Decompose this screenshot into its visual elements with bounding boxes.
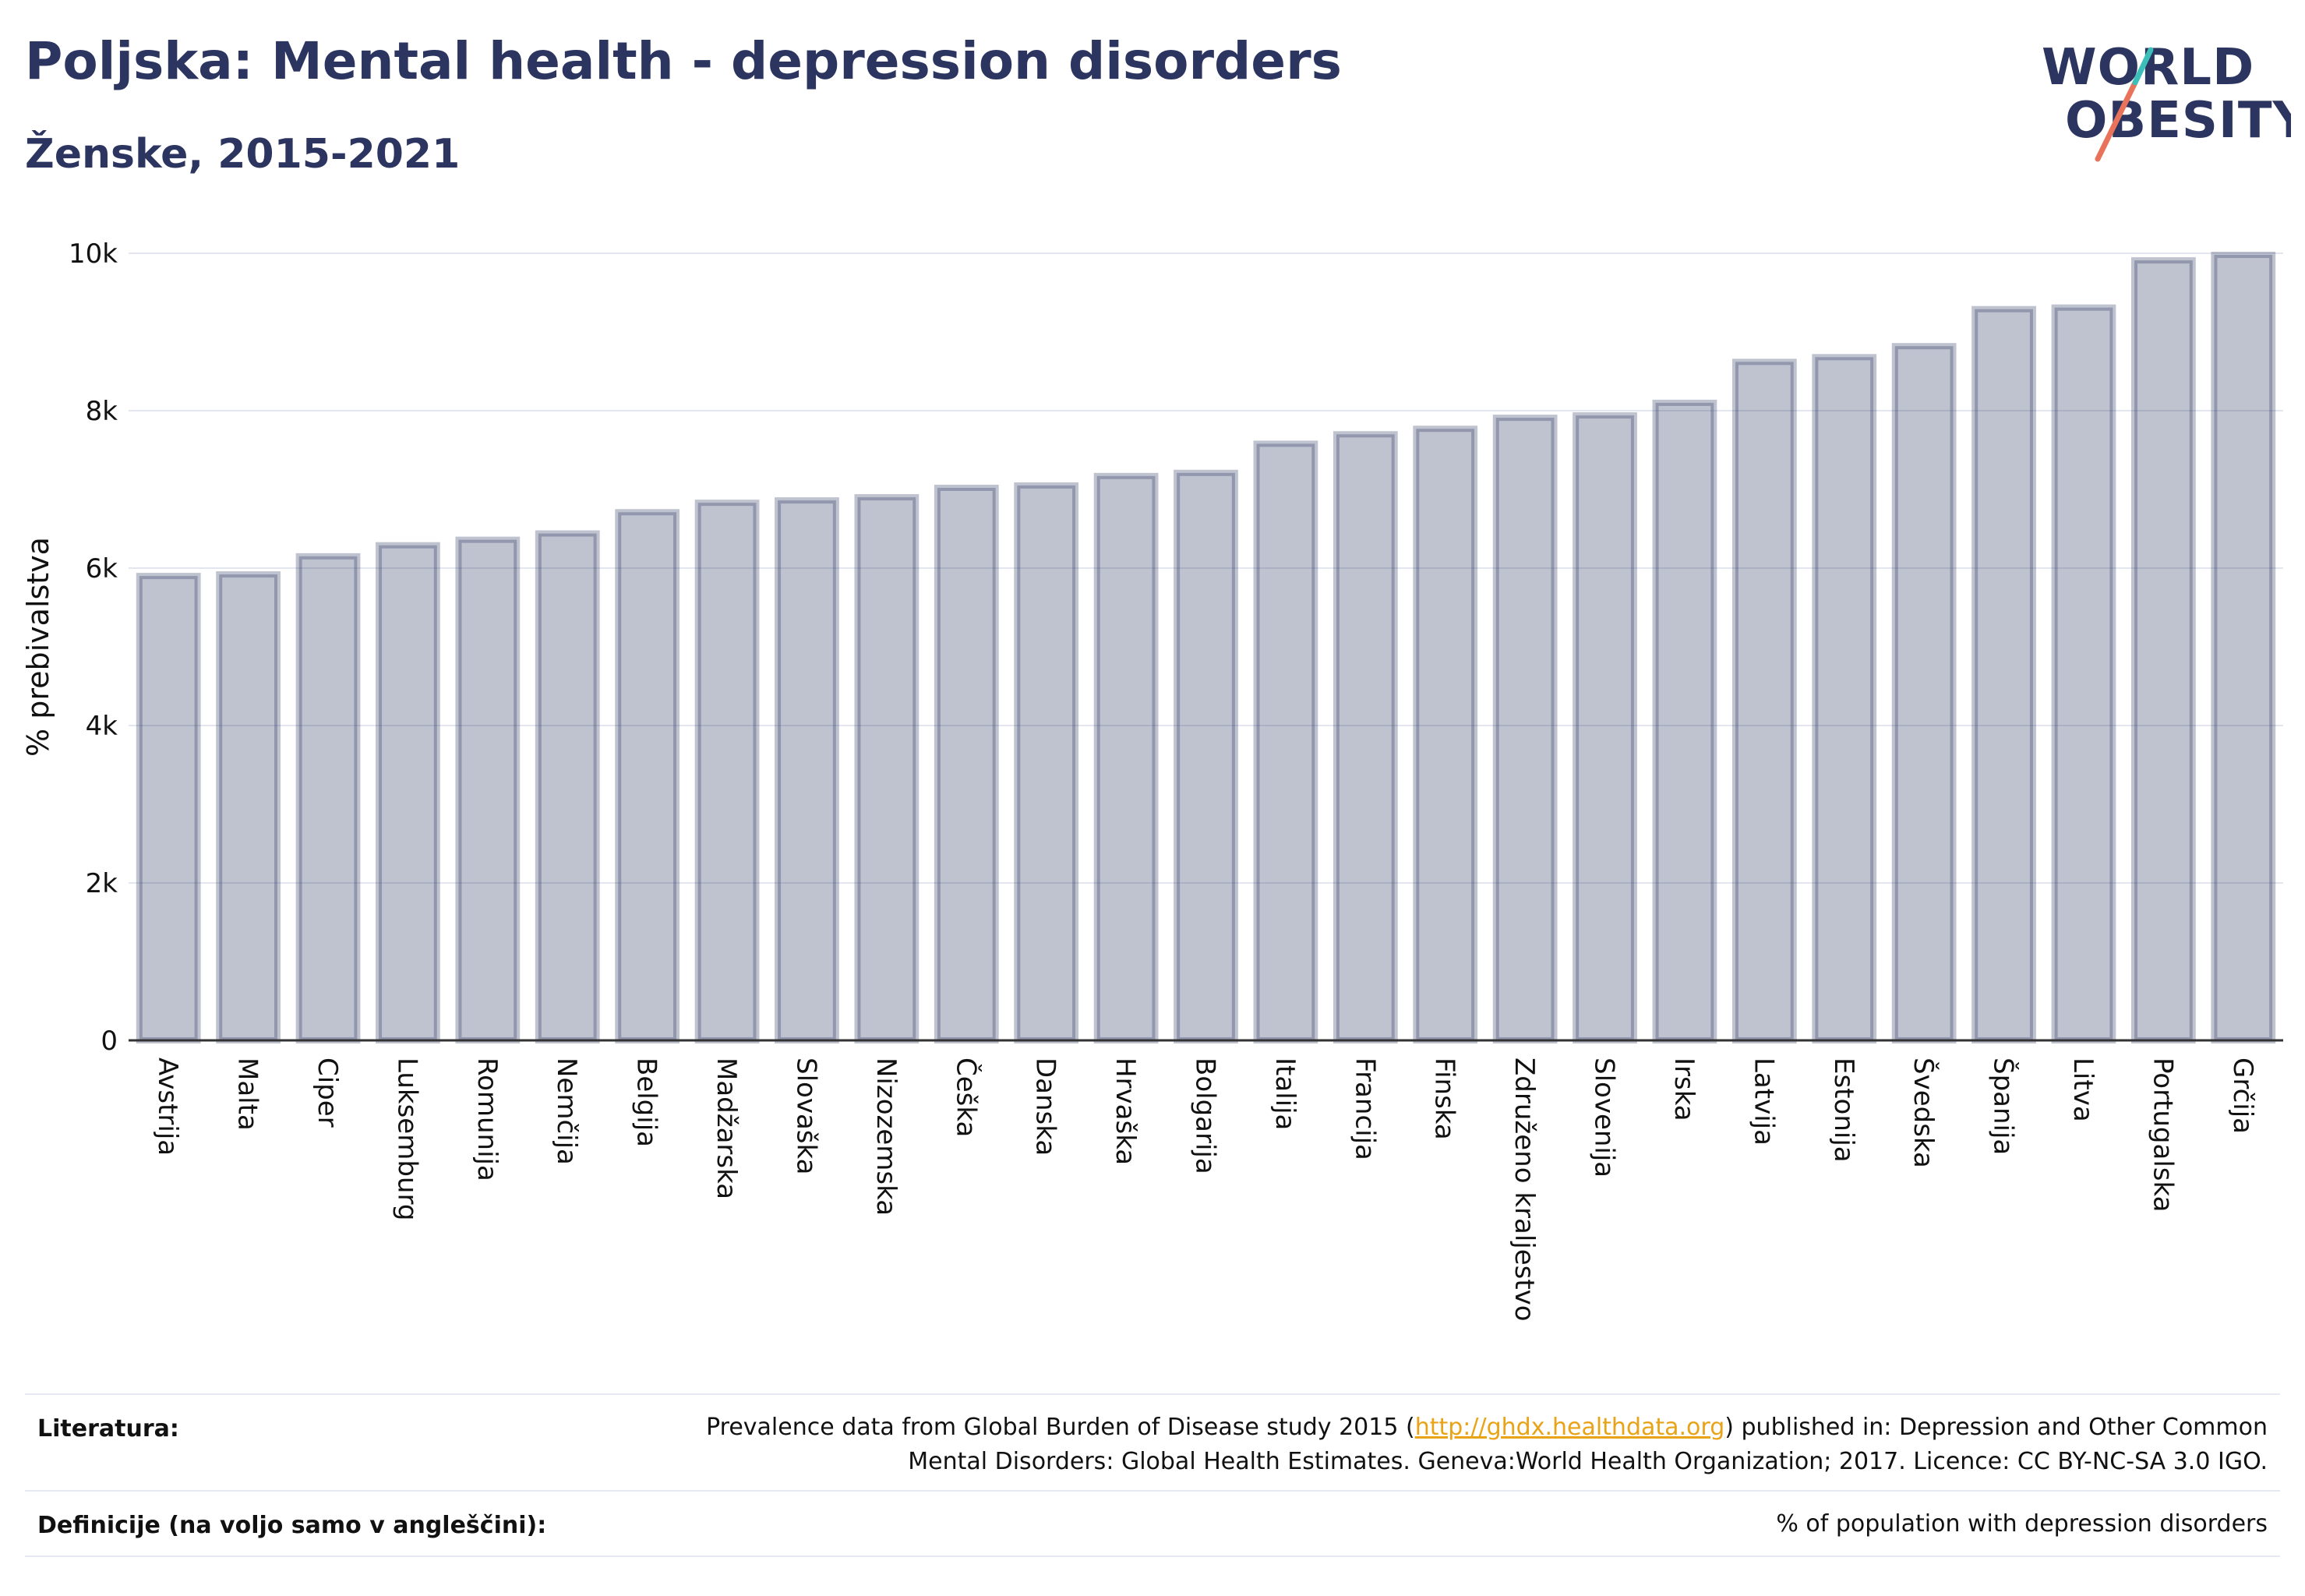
x-tick-label: Belgija	[631, 1058, 662, 1147]
chart-title: Poljska: Mental health - depression diso…	[25, 31, 1342, 91]
bar	[455, 536, 521, 1043]
x-tick-label: Romunija	[471, 1058, 503, 1181]
x-tick-label: Češka	[950, 1058, 982, 1137]
y-tick-label: 2k	[86, 868, 118, 899]
x-tick-label: Nemčija	[551, 1058, 582, 1165]
y-axis-ticks: 0 2k 4k 6k 8k 10k	[69, 238, 118, 1057]
footer-definitions: Definicije (na voljo samo v angleščini):…	[25, 1507, 2280, 1546]
x-tick-label: Bolgarija	[1190, 1058, 1221, 1174]
bar	[1971, 305, 2036, 1043]
bar	[1492, 415, 1558, 1043]
x-tick-label: Luksemburg	[391, 1058, 422, 1220]
logo-line-2: OBESITY	[2065, 92, 2291, 150]
x-tick-label: Estonija	[1828, 1058, 1859, 1163]
x-tick-label: Ciper	[312, 1058, 343, 1128]
sources-link[interactable]: http://ghdx.healthdata.org	[1414, 1414, 1725, 1441]
y-tick-label: 8k	[86, 396, 118, 427]
x-tick-label: Danska	[1030, 1058, 1061, 1156]
bars	[136, 252, 2276, 1044]
x-tick-label: Latvija	[1748, 1058, 1779, 1146]
bar	[1333, 431, 1398, 1043]
y-tick-label: 4k	[86, 711, 118, 742]
sources-text-after: ) published in: Depression and Other Com…	[1724, 1414, 2268, 1441]
x-tick-label: Združeno kraljestvo	[1509, 1058, 1540, 1322]
bar	[1891, 343, 1957, 1043]
sources-text-before: Prevalence data from Global Burden of Di…	[706, 1414, 1415, 1441]
x-tick-label: Avstrija	[152, 1058, 183, 1156]
x-tick-label: Italija	[1269, 1058, 1301, 1130]
footer-divider-middle	[25, 1490, 2280, 1492]
bar	[1812, 354, 1877, 1043]
x-tick-label: Španija	[1988, 1058, 2020, 1155]
x-tick-label: Finska	[1429, 1058, 1460, 1140]
bar	[1253, 440, 1318, 1044]
y-tick-label: 10k	[69, 238, 118, 270]
y-tick-label: 6k	[86, 553, 118, 584]
bar	[1174, 469, 1238, 1044]
bar	[1014, 482, 1079, 1043]
y-axis-label: % prebivalstva	[21, 537, 55, 757]
bar	[136, 573, 201, 1044]
bar	[1093, 472, 1159, 1043]
bar	[694, 500, 760, 1044]
sources-text-line2: Mental Disorders: Global Health Estimate…	[908, 1448, 2268, 1475]
grid-lines	[129, 252, 2283, 884]
definitions-label: Definicije (na voljo samo v angleščini):	[37, 1512, 547, 1539]
bar	[2051, 304, 2116, 1043]
bar	[2131, 257, 2196, 1043]
footer-divider-bottom	[25, 1555, 2280, 1557]
bar	[535, 530, 600, 1043]
sources-label: Literatura:	[37, 1415, 179, 1442]
x-axis-ticks: Avstrija Malta Ciper Luksemburg Romunija Nemč…	[152, 1058, 2258, 1322]
x-tick-label: Portugalska	[2147, 1058, 2178, 1212]
x-tick-label: Nizozemska	[870, 1058, 902, 1216]
footer-divider-top	[25, 1393, 2280, 1395]
x-tick-label: Hrvaška	[1110, 1058, 1141, 1165]
bar	[216, 571, 281, 1043]
bar	[2211, 252, 2276, 1043]
y-tick-label: 0	[101, 1026, 118, 1057]
bar	[854, 494, 920, 1044]
bar	[1573, 412, 1637, 1043]
footer-sources: Literatura: Prevalence data from Global …	[25, 1411, 2280, 1485]
x-tick-label: Irska	[1668, 1058, 1700, 1121]
bar	[376, 542, 440, 1043]
definitions-text: % of population with depression disorder…	[1776, 1510, 2268, 1538]
x-tick-label: Švedska	[1908, 1058, 1940, 1168]
bar	[1731, 358, 1797, 1043]
x-tick-label: Slovenija	[1589, 1058, 1620, 1178]
x-tick-label: Slovaška	[790, 1058, 821, 1174]
x-tick-label: Grčija	[2227, 1058, 2258, 1134]
x-tick-label: Francija	[1349, 1058, 1380, 1160]
bar	[934, 484, 999, 1044]
x-tick-label: Malta	[232, 1058, 263, 1131]
bar	[775, 497, 839, 1043]
bar-chart: 0 2k 4k 6k 8k 10k Avstrija Malta Ciper Luksembur…	[21, 238, 2283, 1322]
x-tick-label: Litva	[2067, 1058, 2099, 1122]
logo-line-1: WORLD	[2042, 39, 2254, 97]
chart-subtitle: Ženske, 2015-2021	[25, 131, 461, 178]
bar	[1652, 399, 1717, 1043]
sources-text: Prevalence data from Global Burden of Di…	[706, 1411, 2268, 1479]
bar	[1413, 425, 1478, 1044]
world-obesity-logo: WORLD OBESITY	[2042, 39, 2291, 162]
bar	[615, 509, 680, 1044]
bar	[295, 553, 361, 1044]
x-tick-label: Madžarska	[711, 1058, 742, 1199]
